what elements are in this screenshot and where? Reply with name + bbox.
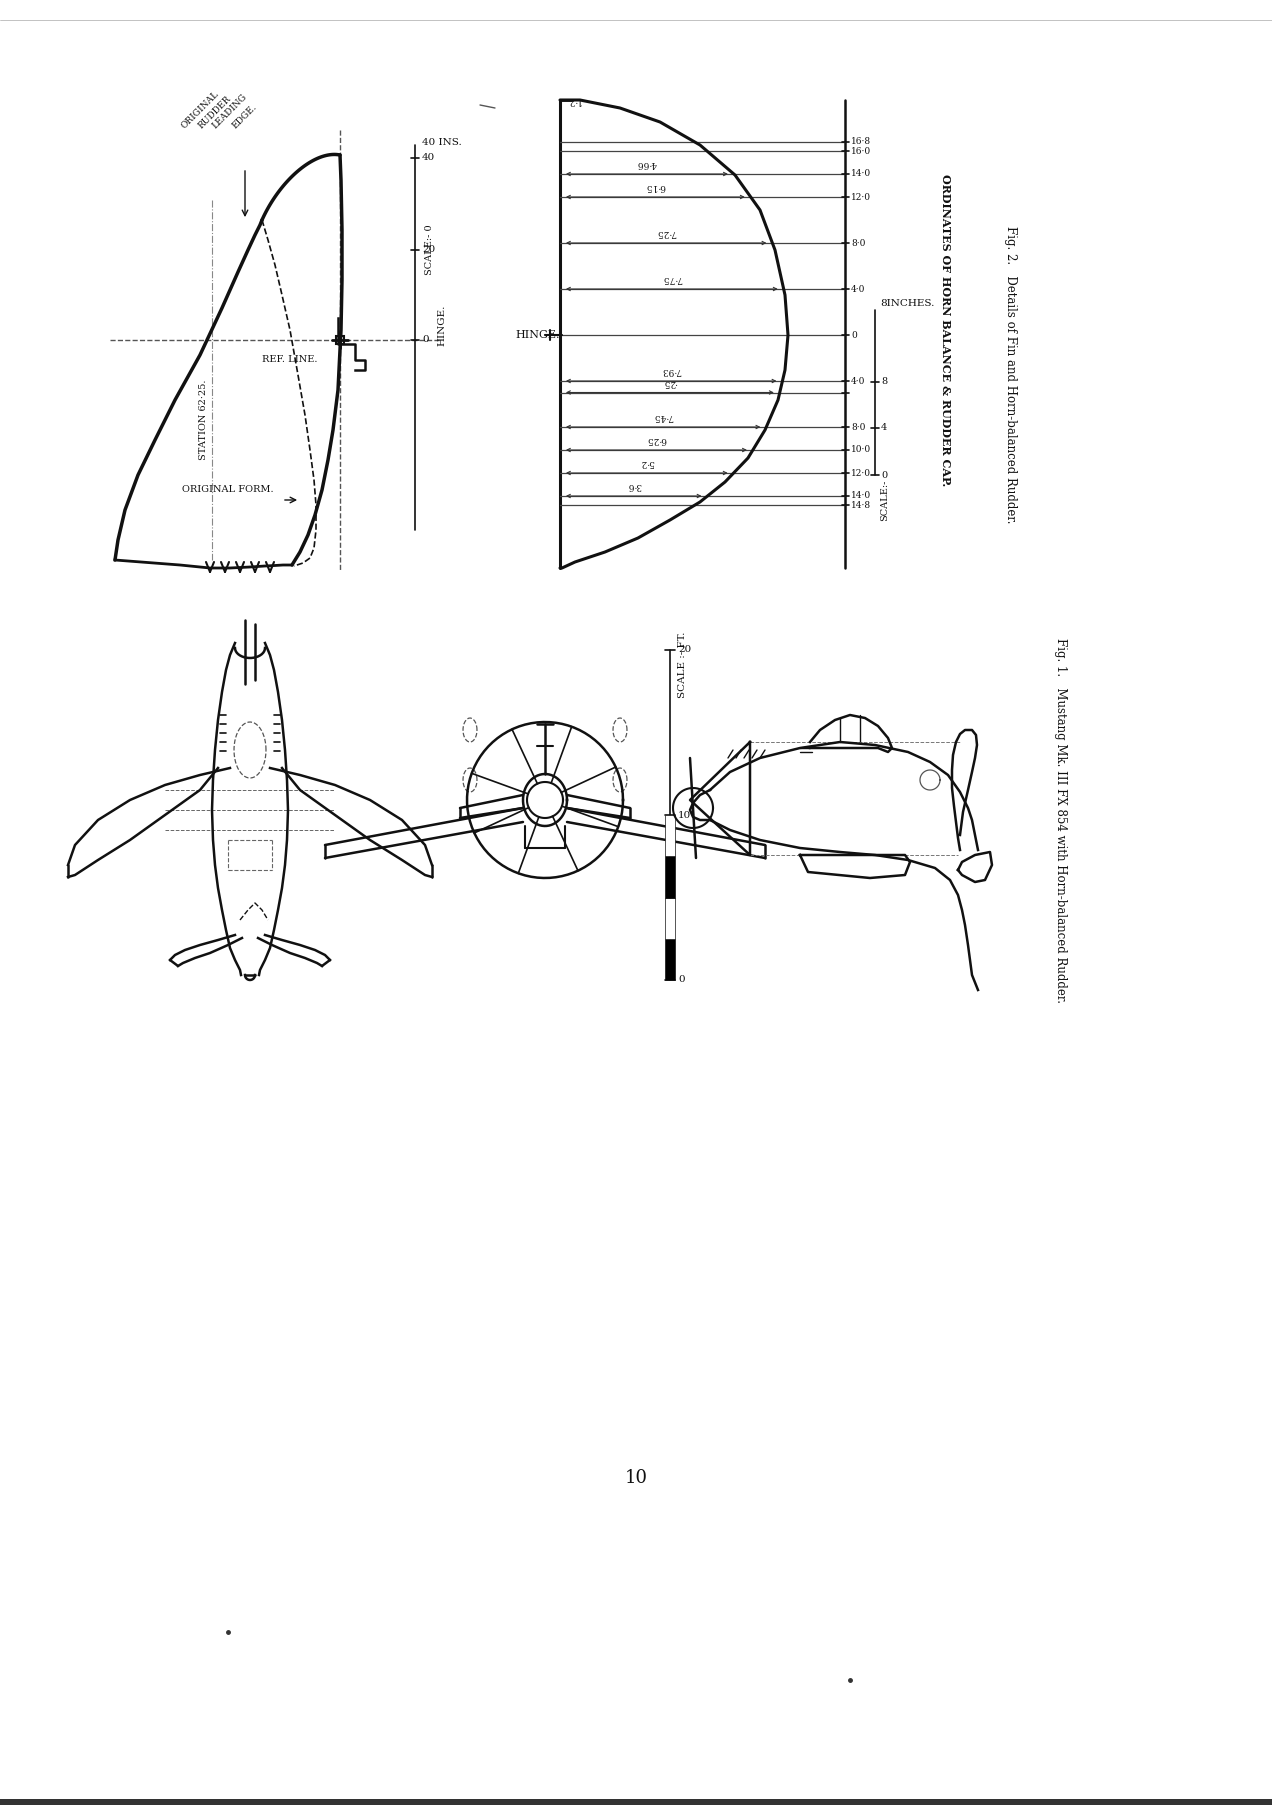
Text: ORDINATES OF HORN BALANCE & RUDDER CAP.: ORDINATES OF HORN BALANCE & RUDDER CAP. [940,173,950,486]
Text: 10: 10 [678,810,691,819]
Bar [665,856,675,897]
Text: 7·93: 7·93 [661,366,682,375]
Text: SCALE :- FT.: SCALE :- FT. [678,632,687,699]
Text: 14·0: 14·0 [851,491,871,500]
Text: ORIGINAL FORM.: ORIGINAL FORM. [182,486,273,495]
Text: Fig. 1.   Mustang Mk. III FX 854 with Horn-balanced Rudder.: Fig. 1. Mustang Mk. III FX 854 with Horn… [1053,637,1066,1002]
Bar [665,939,675,980]
Text: 7·45: 7·45 [653,412,673,421]
Text: 7·75: 7·75 [661,274,682,283]
Text: 12·0: 12·0 [851,193,871,202]
Bar [665,816,675,856]
Text: 4·0: 4·0 [851,285,865,294]
Text: SCALE:- 0: SCALE:- 0 [425,224,434,276]
Bar [665,897,675,939]
Text: 5·2: 5·2 [640,458,654,467]
Text: HINGE.: HINGE. [438,305,446,347]
Text: 0: 0 [881,471,887,480]
Text: 4: 4 [881,424,888,433]
Text: 16·8: 16·8 [851,137,871,146]
Text: 20: 20 [422,245,435,255]
Text: 14·8: 14·8 [851,500,871,509]
Text: 16·0: 16·0 [851,146,871,155]
Text: STATION 62·25.: STATION 62·25. [198,379,209,460]
Text: 1·2: 1·2 [567,96,581,105]
Text: 20: 20 [678,646,691,655]
Bar [0,1800,1272,1805]
Text: 6·15: 6·15 [645,182,665,191]
Text: RUDDER: RUDDER [197,94,233,130]
Text: REF. LINE.: REF. LINE. [262,356,318,365]
Text: 8INCHES.: 8INCHES. [880,300,935,309]
Text: 8·0: 8·0 [851,238,865,247]
Text: 0: 0 [422,336,429,345]
Text: EDGE.: EDGE. [232,101,259,130]
Bar [336,336,343,345]
Text: 40 INS.: 40 INS. [422,137,462,146]
Text: 8·0: 8·0 [851,422,865,431]
Text: ORIGINAL: ORIGINAL [179,88,220,130]
Text: 40: 40 [422,153,435,162]
Text: HINGE.: HINGE. [515,330,560,339]
Text: 4·66: 4·66 [637,159,656,168]
Text: SCALE:-: SCALE:- [880,480,889,522]
Text: 7·25: 7·25 [656,227,677,236]
Text: 0: 0 [678,975,684,984]
Text: 12·0: 12·0 [851,469,871,478]
Text: 0: 0 [851,330,857,339]
Text: 4·0: 4·0 [851,377,865,386]
Text: 10·0: 10·0 [851,446,871,455]
Text: 10: 10 [625,1469,647,1487]
Text: ·25: ·25 [663,377,677,386]
Text: 14·0: 14·0 [851,170,871,179]
Text: LEADING: LEADING [211,92,249,130]
Text: 3·6: 3·6 [627,480,641,489]
Text: 8: 8 [881,377,887,386]
Text: 6·25: 6·25 [646,435,667,444]
Text: Fig. 2.   Details of Fin and Horn-balanced Rudder.: Fig. 2. Details of Fin and Horn-balanced… [1004,226,1016,523]
